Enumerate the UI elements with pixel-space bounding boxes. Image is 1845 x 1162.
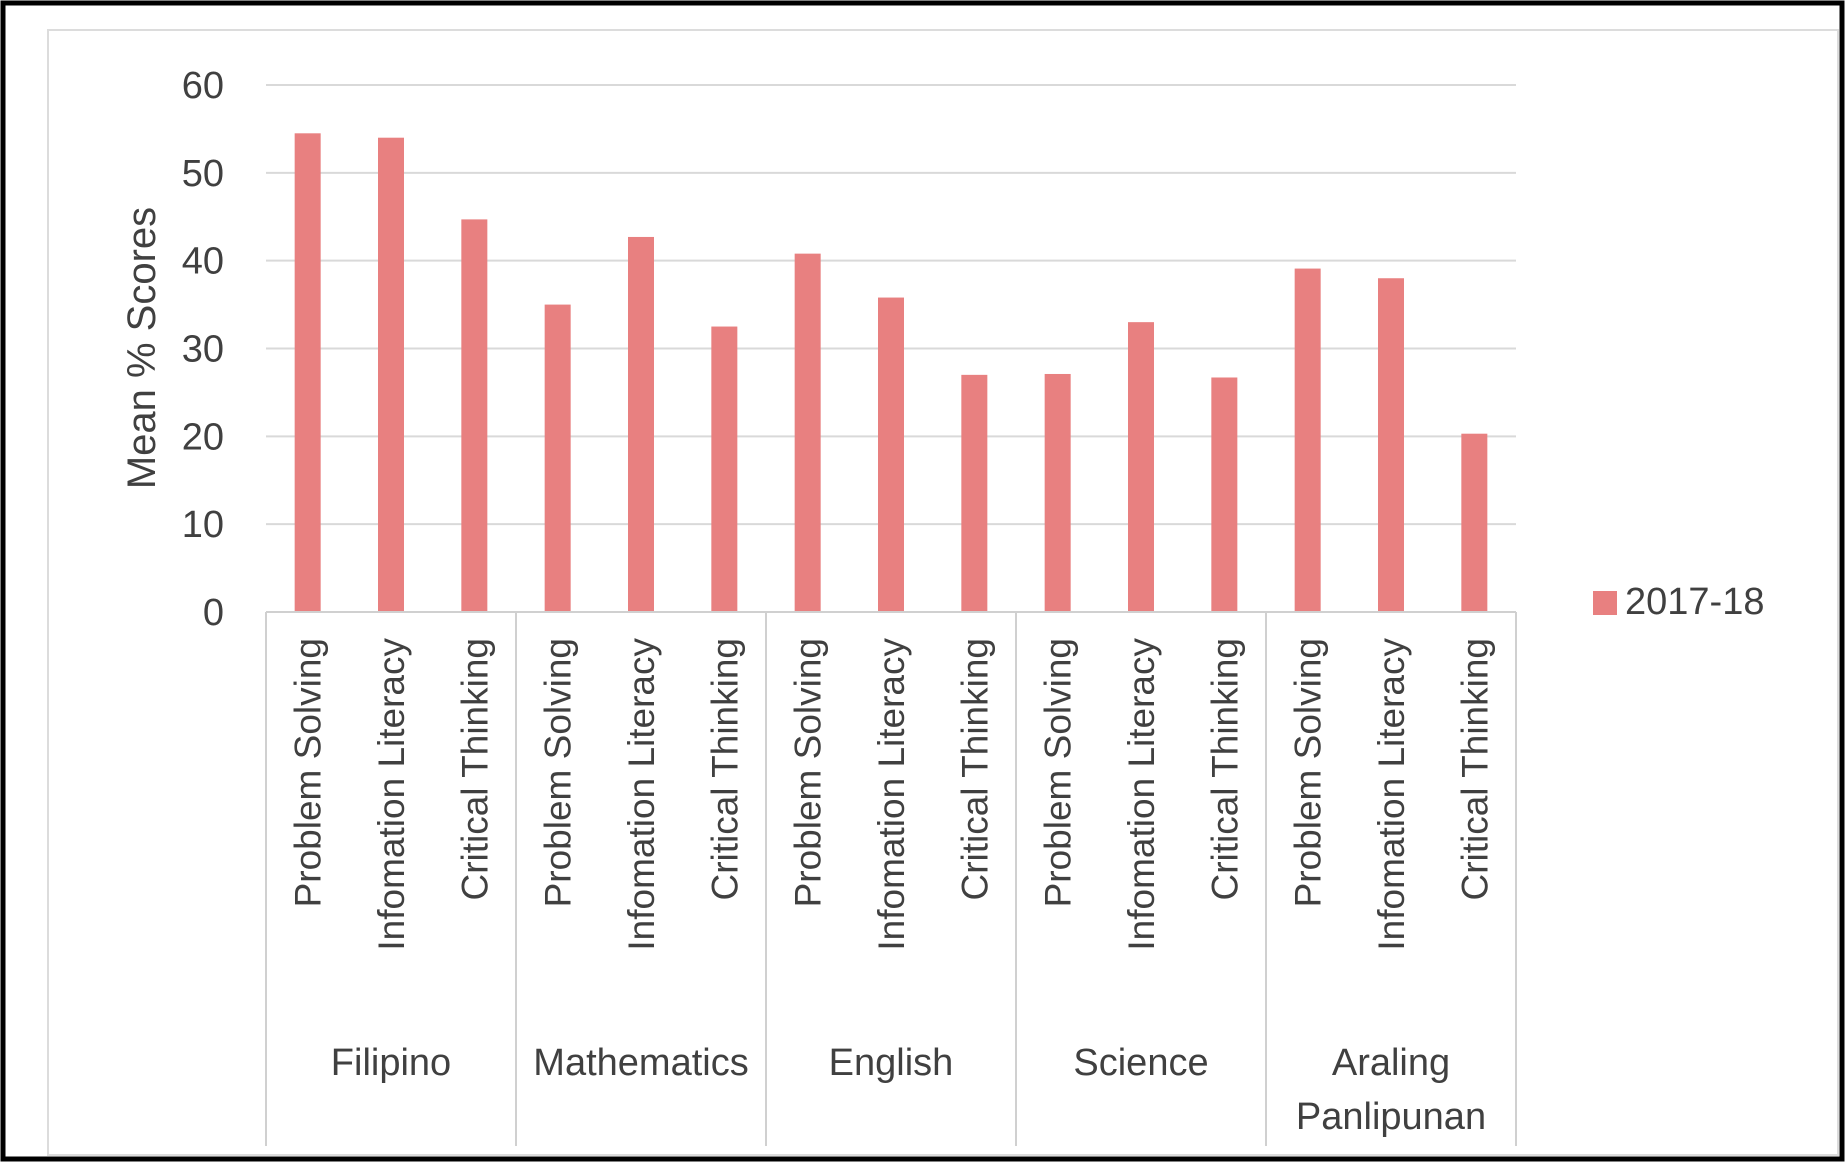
bar xyxy=(1044,373,1071,612)
group-label: Panlipunan xyxy=(1296,1096,1486,1138)
bar xyxy=(711,326,738,612)
category-label: Infomation Literacy xyxy=(621,638,662,951)
category-label: Infomation Literacy xyxy=(871,638,912,951)
category-labels: Problem Solving Infomation Literacy Critic… xyxy=(288,638,1496,951)
category-label: Critical Thinking xyxy=(1204,638,1245,901)
category-label: Problem Solving xyxy=(288,638,329,907)
bar xyxy=(1211,377,1238,612)
group-label: Mathematics xyxy=(533,1042,748,1084)
y-tick-label: 60 xyxy=(182,65,224,107)
y-tick-label: 20 xyxy=(182,416,224,458)
bar xyxy=(794,253,821,612)
category-label: Problem Solving xyxy=(788,638,829,907)
legend: 2017-18 xyxy=(1593,581,1764,623)
chart-area-border xyxy=(47,29,1839,1156)
y-axis-ticks: 0 10 20 30 40 50 60 xyxy=(182,65,224,634)
group-labels: Filipino Mathematics English Science Araling… xyxy=(331,1042,1486,1138)
category-label: Infomation Literacy xyxy=(1121,638,1162,951)
category-label: Problem Solving xyxy=(538,638,579,907)
y-tick-label: 40 xyxy=(182,241,224,283)
bar xyxy=(961,374,988,612)
y-tick-label: 0 xyxy=(203,592,224,634)
bars xyxy=(294,133,1488,612)
group-label: Araling xyxy=(1332,1042,1450,1084)
category-label: Critical Thinking xyxy=(704,638,745,901)
y-tick-label: 30 xyxy=(182,329,224,371)
bar xyxy=(544,304,571,612)
bar xyxy=(294,133,321,612)
bar xyxy=(878,297,904,612)
y-axis-label: Mean % Scores xyxy=(120,207,164,489)
y-tick-label: 50 xyxy=(182,153,224,195)
x-axis xyxy=(265,611,1517,1146)
category-label: Infomation Literacy xyxy=(1371,638,1412,951)
y-tick-label: 10 xyxy=(182,504,224,546)
category-label: Problem Solving xyxy=(1288,638,1329,907)
bar xyxy=(1294,268,1321,612)
legend-label: 2017-18 xyxy=(1625,581,1764,623)
category-label: Problem Solving xyxy=(1038,638,1079,907)
group-label: Filipino xyxy=(331,1042,451,1084)
bar xyxy=(1128,322,1154,612)
legend-swatch xyxy=(1593,591,1617,615)
bar xyxy=(461,219,488,612)
bar xyxy=(1378,278,1404,612)
category-label: Critical Thinking xyxy=(454,638,495,901)
bar xyxy=(628,236,654,612)
group-label: Science xyxy=(1073,1042,1208,1084)
category-label: Infomation Literacy xyxy=(371,638,412,951)
category-label: Critical Thinking xyxy=(1454,638,1495,901)
category-label: Critical Thinking xyxy=(954,638,995,901)
group-label: English xyxy=(829,1042,954,1084)
bar xyxy=(1461,433,1488,612)
bar xyxy=(378,137,404,612)
